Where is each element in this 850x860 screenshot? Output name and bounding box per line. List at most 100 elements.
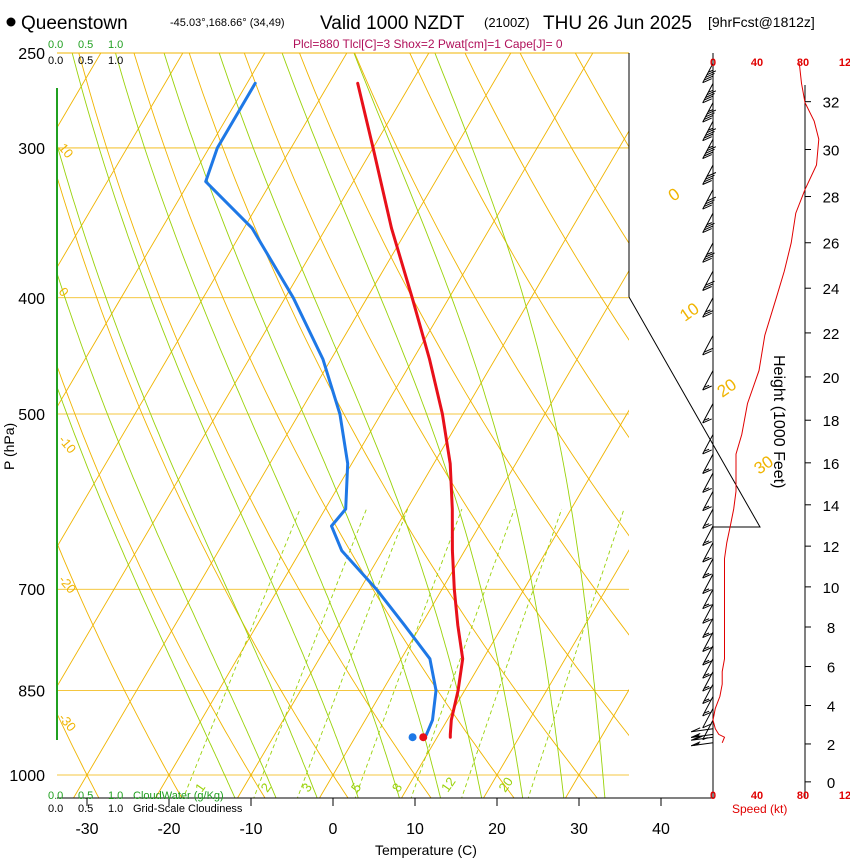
wind-barb-feather: [706, 109, 717, 115]
height-tick-label: 26: [823, 236, 840, 253]
wind-barb: [702, 164, 717, 185]
isotherm-line: [57, 53, 266, 408]
dry-adiabat-line: [243, 53, 629, 737]
x-tick-label: 20: [488, 821, 506, 838]
dewpoint-surface-marker: [408, 733, 417, 742]
plot-background: [57, 32, 850, 801]
wind-barb-feather: [703, 255, 714, 261]
cloud-top-green-2: 1.0: [108, 39, 123, 51]
wind-barb: [690, 741, 714, 747]
mixing-ratio-label: 12: [438, 774, 459, 794]
wind-barb-feather: [702, 154, 712, 160]
isotherm-line: [482, 549, 629, 798]
speed-tick-top: 40: [751, 57, 763, 69]
isotherm-label: 0: [665, 184, 684, 205]
wind-barb-feather: [702, 418, 712, 424]
wind-barb-feather: [703, 75, 714, 81]
wind-barb-half-feather: [703, 523, 710, 527]
mixing-ratio-line: [527, 508, 625, 798]
moist-adiabat-line: [57, 272, 277, 798]
dewpoint-profile: [204, 81, 438, 739]
y-tick-label: 500: [18, 407, 45, 424]
mixing-ratio-line: [253, 508, 367, 798]
wind-barb: [702, 403, 714, 424]
cloudwater-label: CloudWater (g/Kg): [133, 790, 224, 802]
dry-adiabat-line: [57, 175, 349, 798]
cloud-bottom-black-2: 1.0: [108, 803, 123, 815]
wind-barb-half-feather: [703, 603, 710, 607]
mixing-ratio-line: [296, 508, 409, 798]
height-axis-label: Height (1000 Feet): [770, 355, 787, 488]
wind-barb-feather: [702, 385, 712, 391]
wind-barb-feather: [703, 114, 714, 120]
height-tick-label: 0: [827, 775, 835, 792]
cloud-top-green-1: 0.5: [78, 39, 93, 51]
mixing-ratio-line: [461, 508, 563, 798]
moist-adiabat-line: [71, 53, 359, 798]
params-label: Plcl=880 Tlcl[C]=3 Shox=2 Pwat[cm]=1 Cap…: [293, 37, 563, 51]
wind-barb: [702, 525, 714, 546]
wind-barb-half-feather: [703, 588, 710, 592]
wind-barb-half-feather: [694, 742, 700, 746]
mixing-ratio-line: [354, 508, 463, 798]
mixing-ratio-label: 2: [258, 780, 274, 795]
wind-barb-feather: [703, 347, 714, 353]
wind-barb-half-feather: [708, 145, 714, 149]
x-tick-label: -30: [75, 821, 98, 838]
wind-barb-feather: [702, 78, 712, 84]
wind-barb: [702, 631, 714, 652]
wind-barb-feather: [705, 222, 715, 228]
cloud-bottom-green-1: 0.5: [78, 790, 93, 802]
wind-barb-half-feather: [703, 685, 710, 689]
height-tick-label: 16: [823, 456, 840, 473]
height-tick-label: 30: [823, 143, 840, 160]
dry-adiabat-line: [78, 53, 432, 798]
wind-barb: [702, 335, 714, 356]
wind-barb-feather: [702, 618, 712, 624]
isotherm-line: [57, 53, 430, 688]
y-tick-label: 300: [18, 141, 45, 158]
wind-barb-feather: [702, 117, 712, 123]
height-tick-label: 2: [827, 737, 835, 754]
speed-tick-top: 0: [710, 57, 716, 69]
wind-barb: [702, 696, 714, 717]
dry-adiabat-line: [519, 53, 629, 245]
wind-barb: [702, 370, 714, 391]
cloud-scale-top: 0.0 0.5 1.0 0.0 0.5 1.0: [48, 39, 123, 67]
height-tick-label: 10: [823, 580, 840, 597]
dry-adiabat-line: [57, 712, 100, 798]
location-title: Queenstown: [21, 13, 128, 34]
moist-adiabat-line: [434, 53, 606, 798]
wind-barb: [702, 645, 714, 666]
dry-adiabat-line: [618, 32, 850, 801]
header: Queenstown -45.03°,168.66° (34,49) Valid…: [6, 13, 815, 51]
wind-barb-feather: [703, 95, 714, 101]
wind-barb: [702, 83, 717, 104]
speed-tick-top: 80: [797, 57, 809, 69]
wind-barb: [690, 727, 714, 733]
wind-barb-feather: [690, 733, 701, 738]
wind-barb-half-feather: [703, 540, 710, 544]
wind-barb-feather: [702, 541, 712, 546]
mixing-ratio-line: [410, 508, 515, 798]
wind-barb-feather: [702, 557, 712, 563]
mixing-ratio-lines: [182, 508, 625, 798]
wind-barb-feather: [705, 174, 715, 180]
y-tick-label: 250: [18, 46, 45, 63]
wind-barb-feather: [702, 204, 712, 210]
wind-barb-half-feather: [708, 109, 714, 112]
wind-barb-feather: [702, 136, 712, 142]
dry-adiabat-line: [299, 53, 629, 636]
isotherm-line: [72, 53, 512, 798]
wind-barb-feather: [702, 487, 712, 493]
wind-barb-feather: [702, 699, 712, 705]
wind-barb-half-feather: [708, 127, 714, 131]
wind-barb: [702, 270, 715, 291]
dry-adiabat-label: -20: [56, 572, 80, 596]
speed-tick-bottom: 0: [710, 790, 716, 802]
wind-barb-staff: [702, 708, 714, 729]
temperature-surface-marker: [419, 733, 428, 742]
